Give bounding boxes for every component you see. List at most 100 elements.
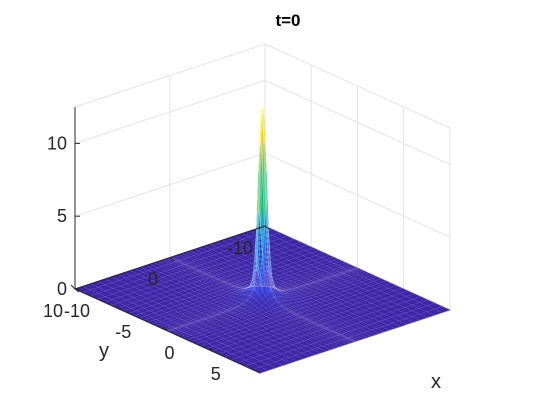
mesh-line: [160, 260, 347, 345]
mesh-line: [241, 233, 428, 318]
mesh-line: [199, 247, 385, 333]
mesh-line: [157, 261, 343, 346]
mesh-line: [169, 111, 355, 342]
mesh-line: [185, 251, 372, 337]
mesh-line: [186, 276, 378, 341]
mesh-line: [224, 293, 415, 358]
mesh-line: [82, 286, 269, 371]
mesh-line: [200, 282, 392, 347]
mesh-line: [221, 240, 407, 325]
mesh-line: [104, 239, 295, 303]
z-tick-label: 5: [57, 206, 67, 226]
mesh-line: [209, 244, 396, 329]
mesh-line: [145, 265, 331, 350]
x-axis-label: x: [431, 371, 441, 393]
mesh-line: [176, 255, 362, 340]
mesh-line: [129, 270, 316, 355]
x-tick-label: -5: [115, 322, 131, 342]
y-tick-label: 0: [148, 270, 158, 290]
surface-mesh: [74, 107, 451, 374]
mesh-line: [151, 260, 343, 325]
mesh-line: [167, 143, 354, 343]
mesh-line: [165, 141, 356, 331]
mesh-line: [166, 210, 352, 344]
mesh-line: [153, 262, 340, 348]
mesh-line: [140, 266, 326, 352]
mesh-line: [135, 268, 321, 354]
mesh-line: [82, 229, 273, 293]
y-tick-label: -10: [227, 238, 253, 258]
mesh-line: [252, 306, 443, 370]
mesh-line: [228, 237, 414, 323]
mesh-line: [138, 254, 330, 319]
mesh-line: [143, 256, 334, 321]
mesh-line: [133, 252, 325, 317]
mesh-line: [173, 208, 359, 341]
mesh-line: [264, 225, 451, 311]
mesh-line: [166, 111, 357, 331]
mesh-line: [97, 235, 288, 300]
mesh-line: [176, 271, 367, 336]
mesh-line: [158, 263, 349, 328]
z-tick-label: 10: [47, 133, 67, 153]
surface-patch: [433, 306, 451, 313]
mesh-line: [117, 244, 308, 309]
mesh-line: [111, 276, 297, 362]
mesh-line: [211, 287, 403, 352]
mesh-line: [169, 143, 360, 333]
x-tick-label: 5: [211, 364, 221, 384]
mesh-line: [128, 250, 319, 314]
mesh-line: [256, 228, 443, 313]
y-tick-mark: [264, 225, 270, 230]
mesh-line: [161, 264, 352, 329]
mesh-line: [182, 253, 368, 338]
mesh-line: [171, 141, 358, 342]
y-tick-label: 10: [43, 301, 63, 321]
x-tick-mark: [163, 326, 168, 332]
mesh-line: [237, 299, 428, 364]
mesh-line: [104, 278, 291, 364]
mesh-line: [168, 111, 359, 332]
x-tick-label: -10: [64, 301, 90, 321]
mesh-line: [169, 107, 356, 342]
mesh-line: [206, 285, 397, 349]
mesh-line: [191, 278, 382, 343]
mesh-line: [167, 107, 358, 332]
mesh-line: [244, 302, 435, 367]
x-tick-label: 0: [164, 343, 174, 363]
mesh-line: [90, 283, 276, 369]
mesh-line: [110, 241, 301, 306]
mesh-line: [179, 273, 370, 337]
mesh-line: [163, 207, 354, 330]
mesh-line: [163, 259, 349, 344]
mesh-line: [118, 274, 304, 359]
mesh-line: [249, 230, 435, 316]
mesh-line: [217, 290, 408, 355]
mesh-line: [182, 274, 374, 339]
mesh-line: [234, 235, 421, 321]
x-tick-mark: [70, 284, 76, 290]
mesh-line: [189, 250, 376, 336]
mesh-line: [122, 247, 314, 312]
mesh-line: [124, 272, 310, 357]
mesh-line: [173, 270, 364, 334]
mesh-line: [215, 242, 401, 327]
mesh-line: [90, 232, 281, 297]
mesh-line: [195, 280, 387, 345]
mesh-line: [259, 309, 451, 374]
y-tick-mark: [74, 288, 80, 293]
mesh-line: [149, 263, 336, 349]
mesh-line: [97, 281, 284, 366]
y-axis-label: y: [99, 340, 109, 362]
mesh-line: [194, 249, 380, 334]
mesh-line: [171, 211, 362, 333]
z-tick-label: 0: [57, 279, 67, 299]
mesh-line: [147, 258, 339, 323]
mesh-line: [204, 245, 390, 331]
mesh-line: [230, 296, 421, 360]
mesh-line: [155, 262, 346, 326]
mesh-line: [178, 254, 365, 339]
chart-title: t=0: [275, 11, 300, 30]
